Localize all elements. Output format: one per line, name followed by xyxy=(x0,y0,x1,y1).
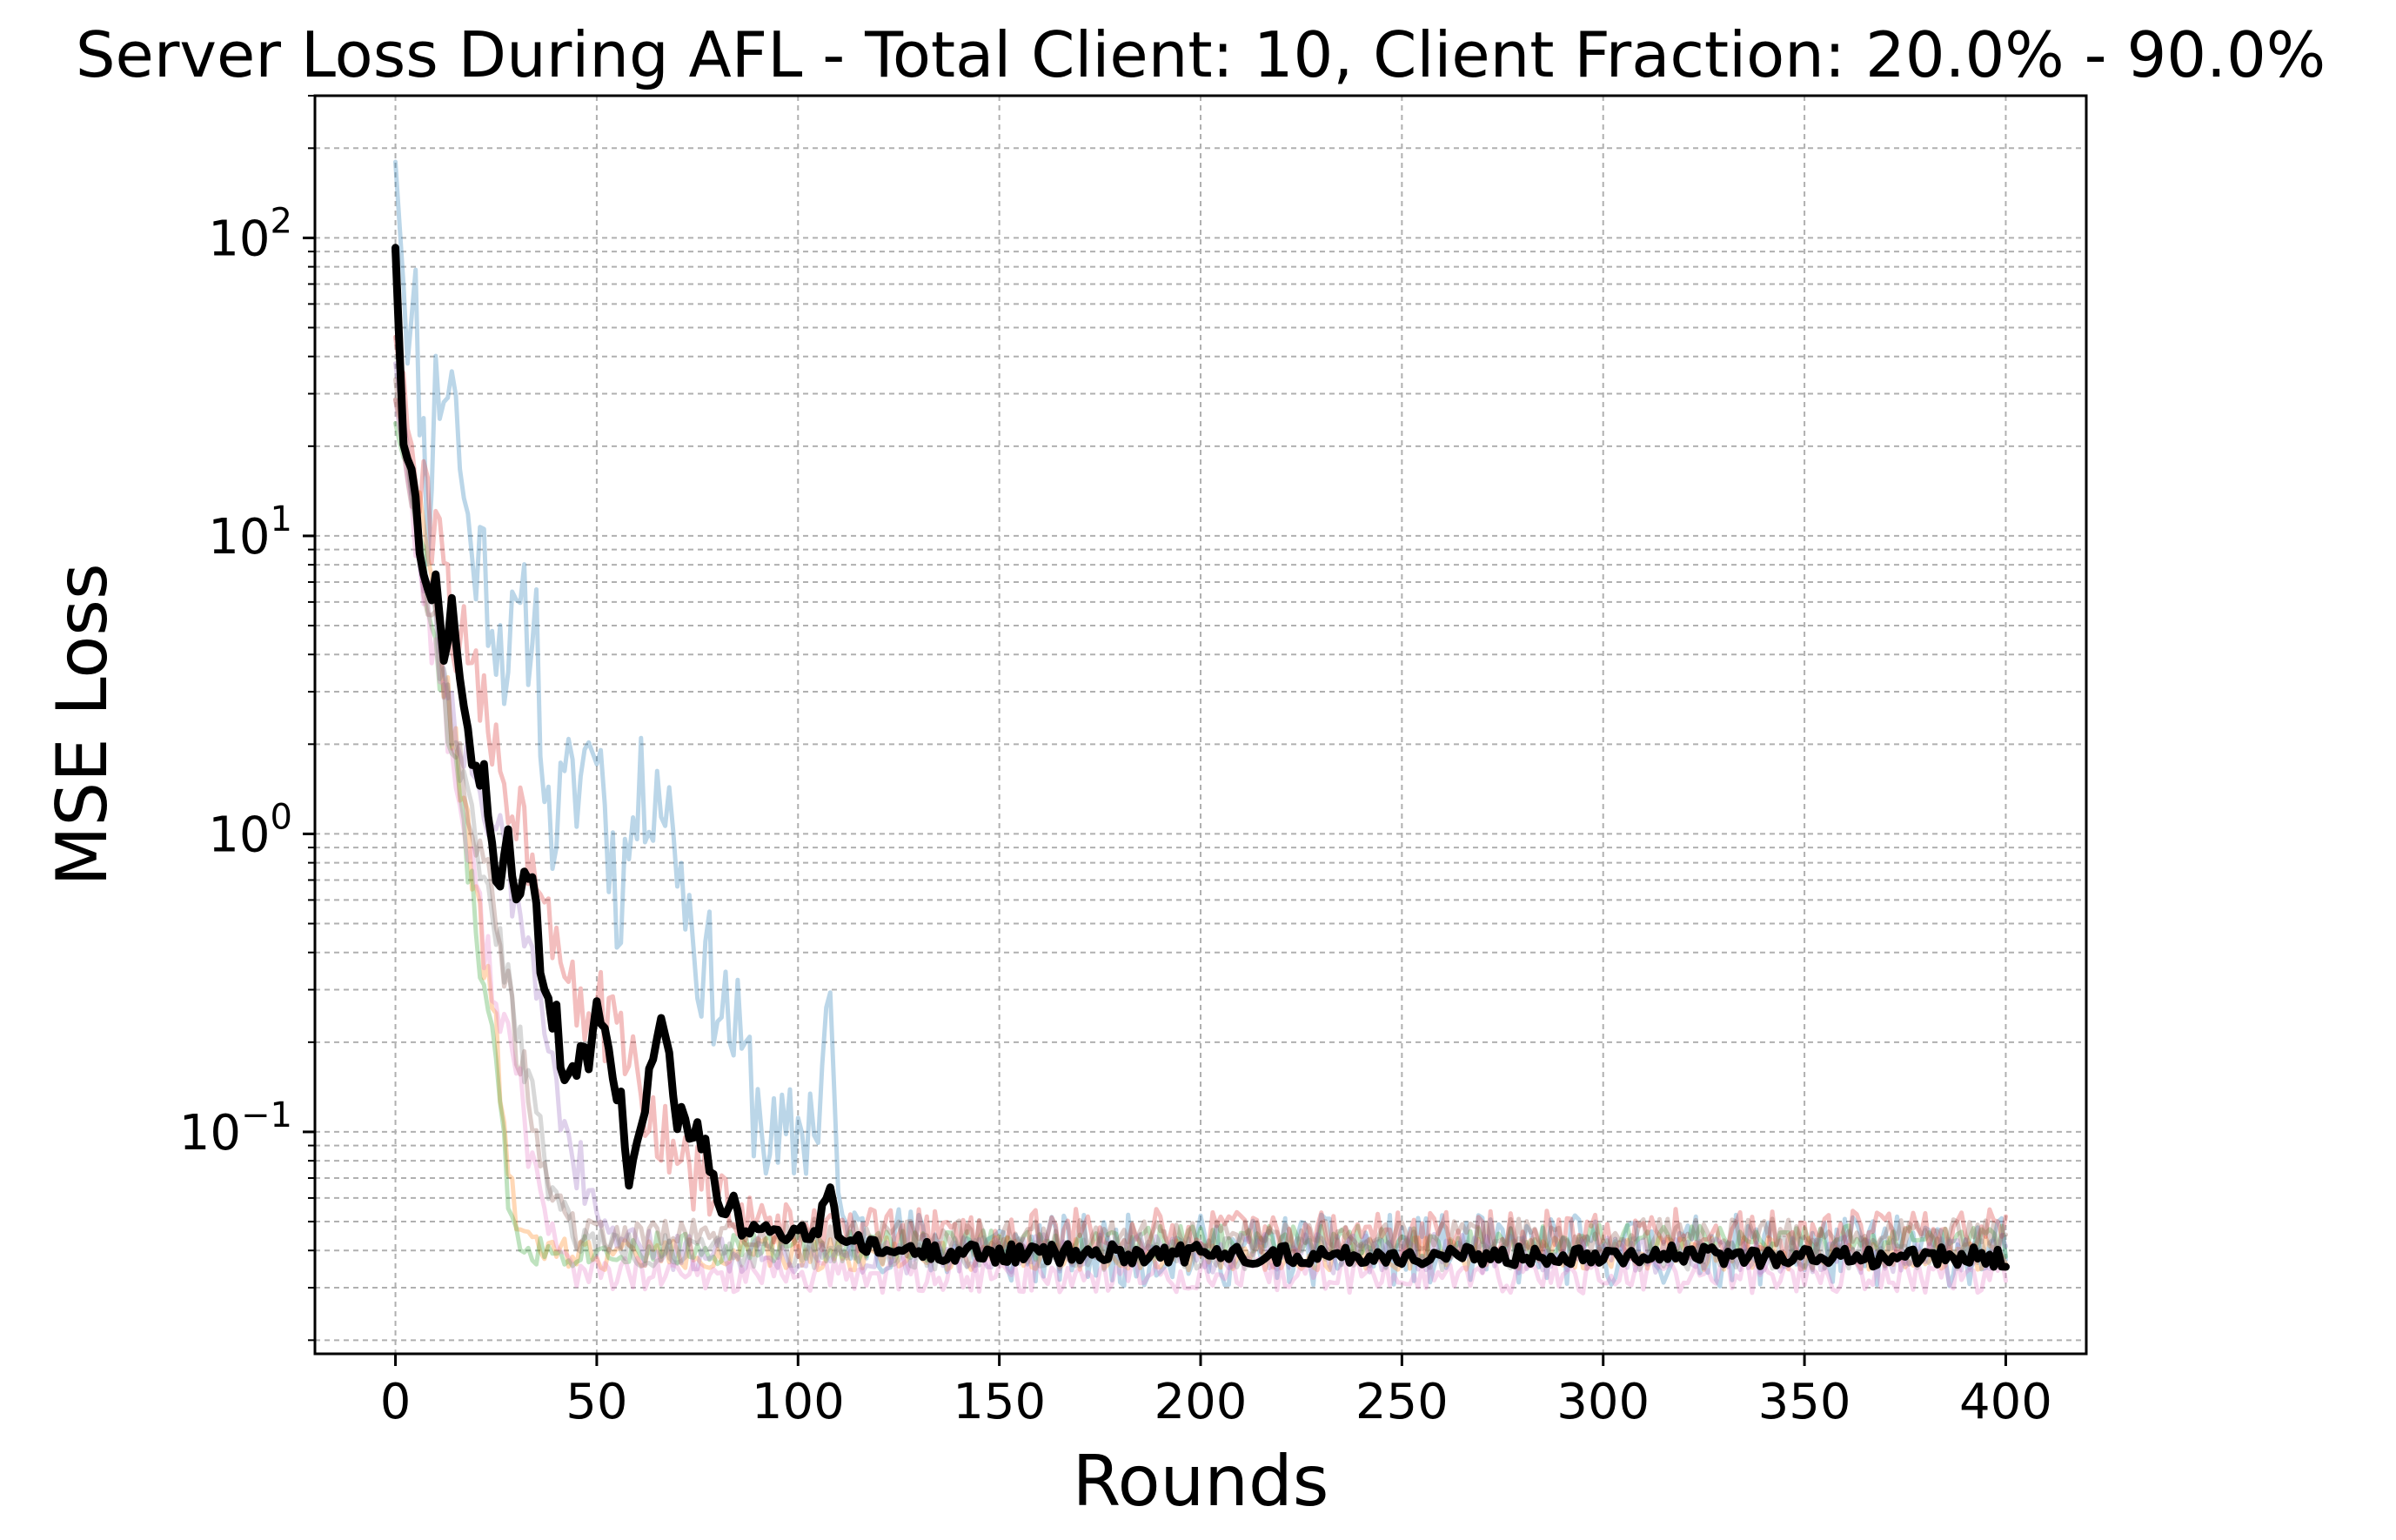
x-tick-label: 300 xyxy=(1556,1374,1650,1430)
x-tick-label: 400 xyxy=(1959,1374,2052,1430)
y-tick-label: 101 xyxy=(208,499,292,566)
mean-loss-line xyxy=(392,244,2010,1271)
chart-title: Server Loss During AFL - Total Client: 1… xyxy=(76,18,2326,91)
x-tick-label: 150 xyxy=(953,1374,1046,1430)
x-tick-label: 100 xyxy=(752,1374,845,1430)
ticks: 0 50 100 150 200 250 300 350 400 102 101 100 10−1 xyxy=(179,95,2052,1430)
client-loss-line xyxy=(393,377,2008,1254)
client-loss-line xyxy=(393,361,2008,1276)
x-tick-label: 350 xyxy=(1758,1374,1851,1430)
x-tick-label: 200 xyxy=(1154,1374,1248,1430)
client-loss-line xyxy=(393,159,2008,1289)
client-loss-line xyxy=(393,421,2008,1269)
grid xyxy=(315,95,2086,1354)
x-tick-label: 50 xyxy=(566,1374,627,1430)
series-layer xyxy=(392,159,2010,1296)
client-loss-line xyxy=(393,334,2008,1264)
y-tick-label: 10−1 xyxy=(179,1095,292,1162)
client-loss-line xyxy=(393,397,2008,1273)
client-loss-line xyxy=(393,398,2008,1296)
y-tick-label: 100 xyxy=(208,797,292,863)
x-tick-label: 250 xyxy=(1355,1374,1449,1430)
y-tick-label: 102 xyxy=(208,201,292,267)
x-tick-label: 0 xyxy=(380,1374,412,1430)
y-axis-label: MSE Loss xyxy=(42,563,123,886)
x-axis-label: Rounds xyxy=(1073,1441,1329,1522)
